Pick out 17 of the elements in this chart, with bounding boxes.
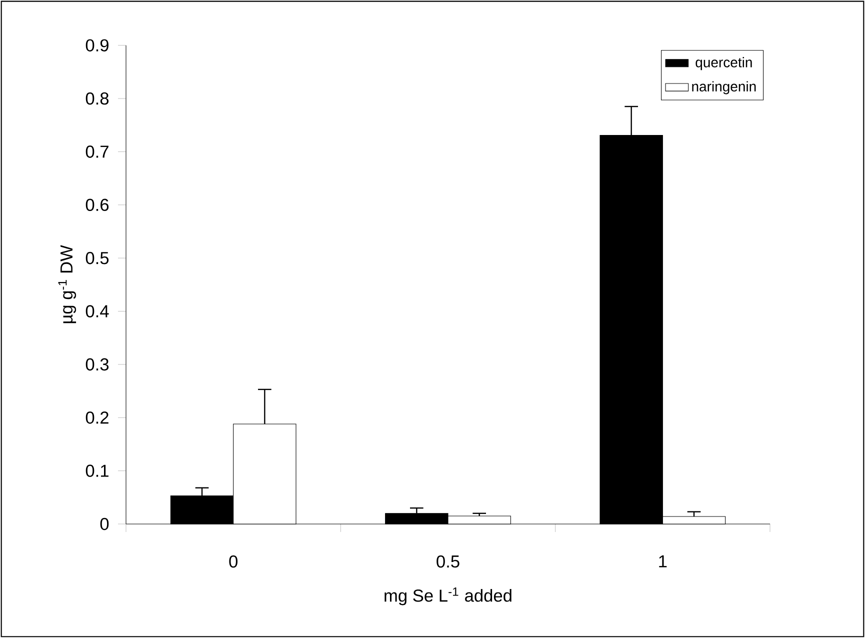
legend-label: quercetin xyxy=(696,57,752,70)
y-tick-label: 0.1 xyxy=(86,464,108,477)
y-axis-title: µg g$^{-1}$ DW xyxy=(58,245,76,324)
x-axis-title: mg Se L$^{-1}$ added xyxy=(384,587,512,606)
x-tick-label: 0 xyxy=(229,555,238,568)
y-tick-label: 0 xyxy=(100,518,109,530)
y-tick-label: 0.8 xyxy=(86,92,109,105)
y-tick-label: 0.2 xyxy=(86,411,108,424)
y-tick-label: 0.3 xyxy=(86,358,109,371)
x-tick-label: 1 xyxy=(659,555,667,568)
y-tick-label: 0.5 xyxy=(86,252,109,264)
y-tick-label: 0.4 xyxy=(86,305,109,318)
y-tick-label: 0.6 xyxy=(86,198,109,212)
x-tick-label: 0.5 xyxy=(436,555,460,568)
y-tick-label: 0.7 xyxy=(86,146,108,158)
legend-label: naringenin xyxy=(692,81,756,94)
y-tick-label: 0.9 xyxy=(86,39,108,52)
